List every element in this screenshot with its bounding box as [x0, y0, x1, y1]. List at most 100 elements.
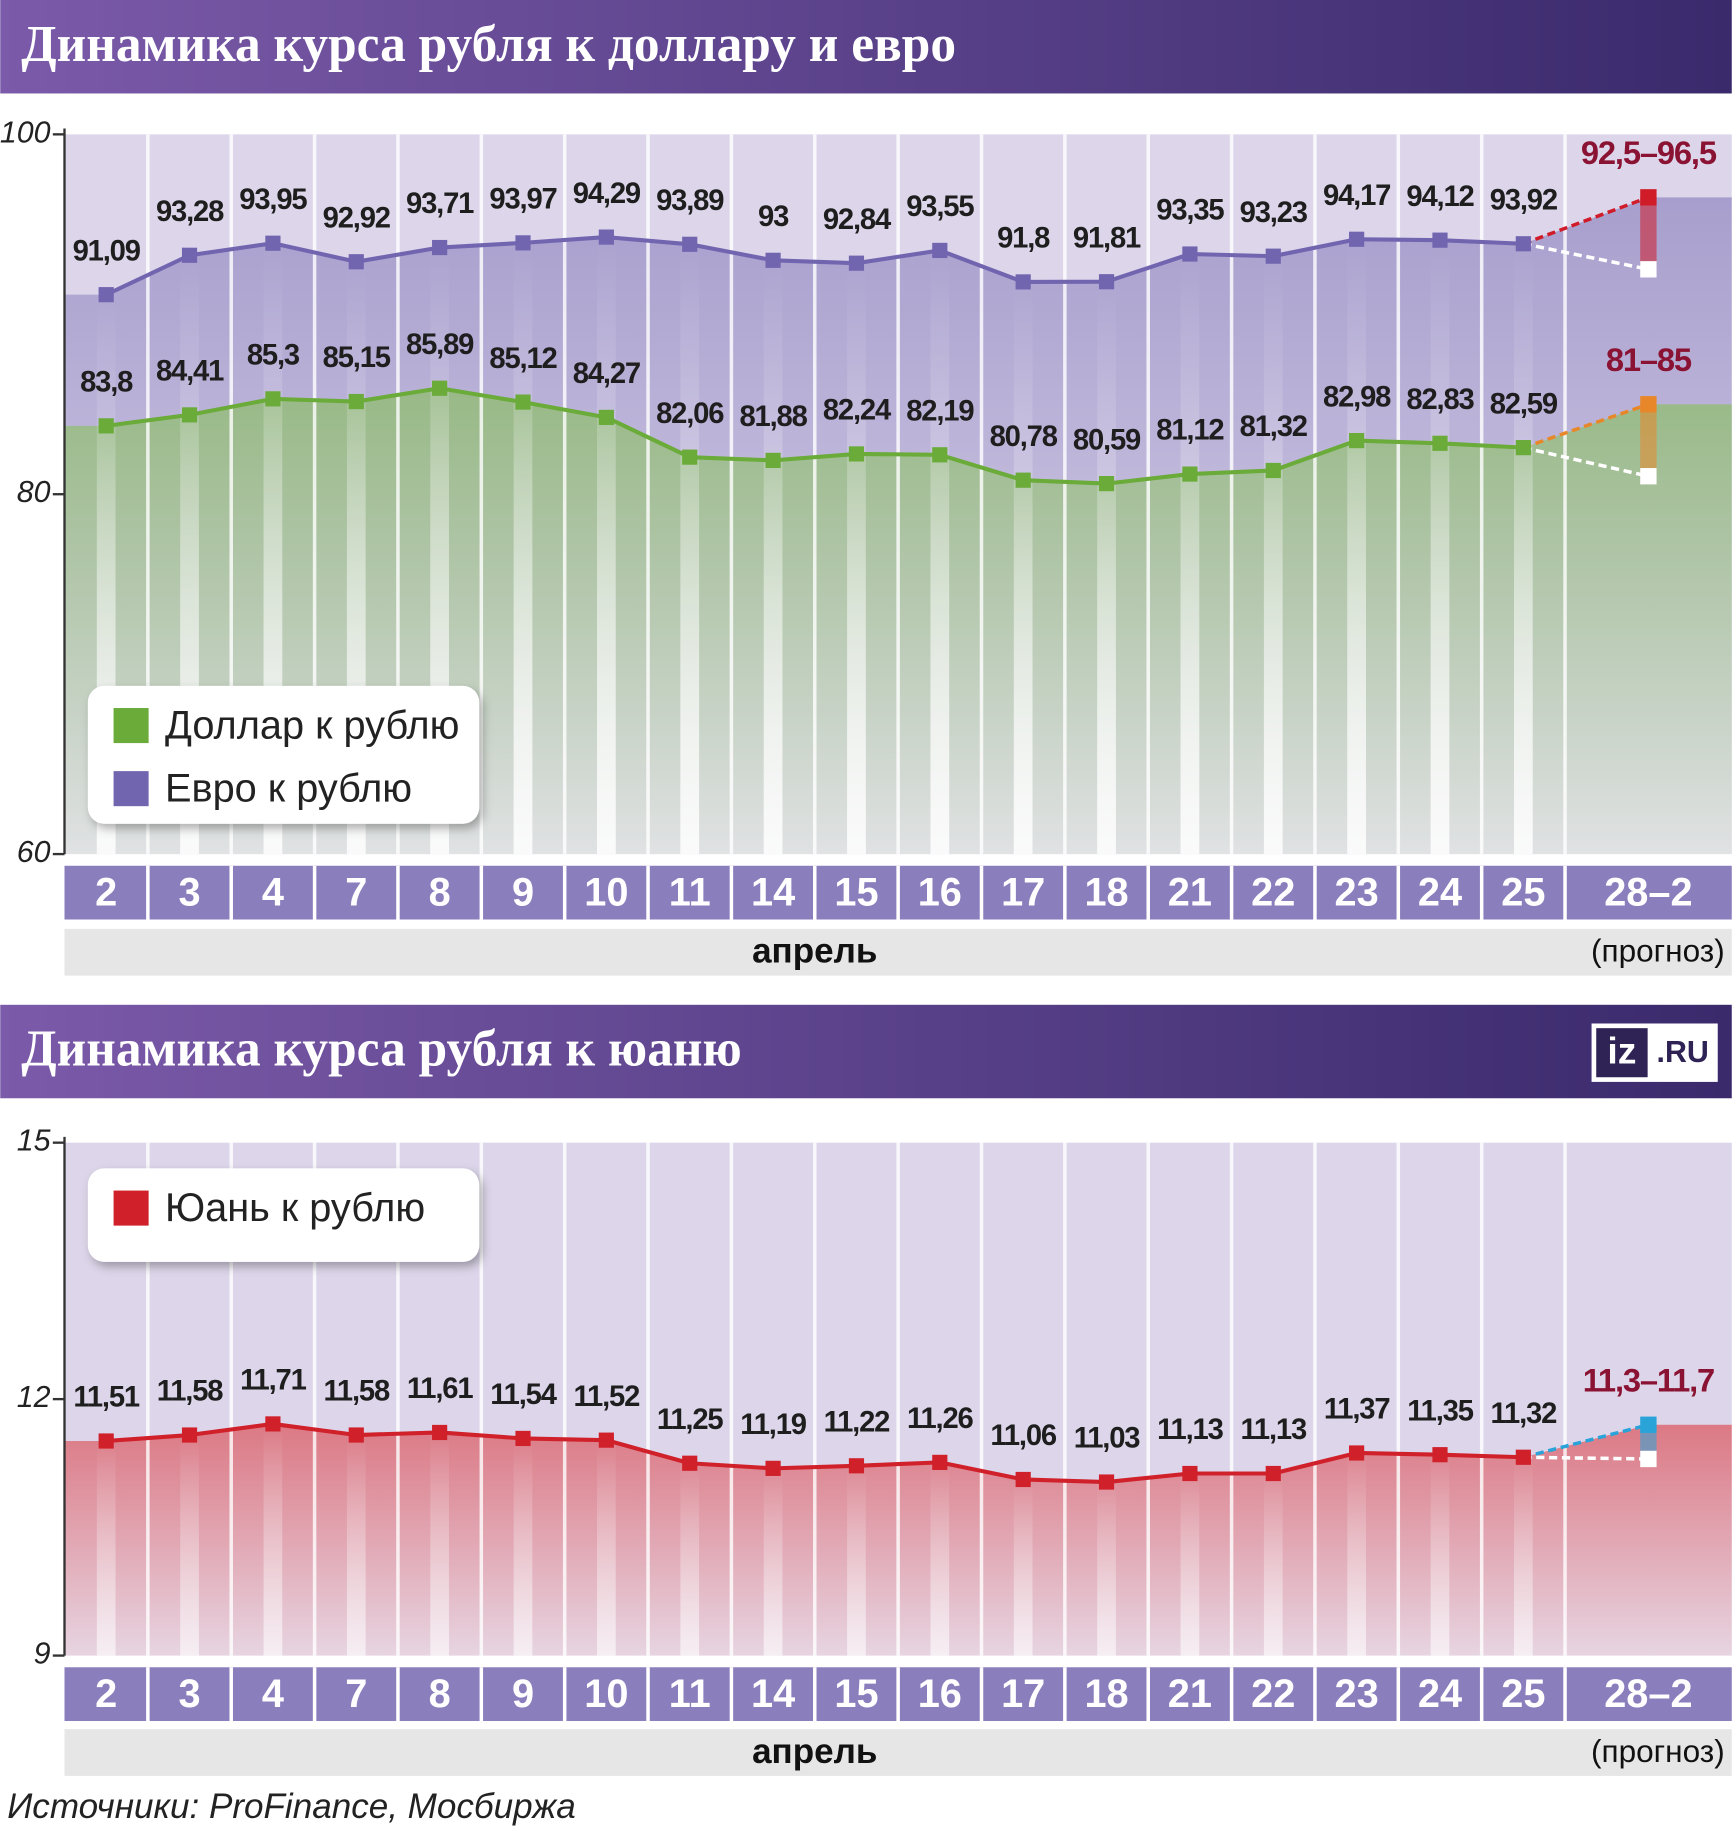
value-stripe: [680, 1463, 700, 1656]
value-label: 81,12: [1156, 415, 1224, 447]
value-label: 93,92: [1490, 184, 1558, 216]
value-label: 81,88: [739, 401, 807, 433]
logo-mark: [1596, 1028, 1648, 1078]
series-line: [106, 1421, 1524, 1485]
point-marker: [1349, 433, 1365, 449]
point-marker: [98, 418, 114, 434]
x-tick-label: 28–2: [1604, 1672, 1692, 1716]
value-label: 93,35: [1156, 195, 1224, 227]
value-stripe: [930, 1462, 950, 1656]
point-marker: [848, 255, 865, 271]
value-label: 92,84: [823, 204, 892, 236]
point-marker: [1349, 231, 1365, 247]
value-stripe: [180, 1435, 199, 1656]
forecast-range: [1640, 404, 1657, 477]
value-label: 94,17: [1323, 180, 1390, 212]
value-stripe: [1263, 256, 1283, 855]
forecast-low-marker: [1640, 1450, 1657, 1468]
value-label: 84,41: [156, 356, 224, 388]
value-label: 82,98: [1323, 381, 1391, 413]
value-stripe: [1430, 1454, 1450, 1656]
value-label: 93,55: [906, 191, 974, 223]
point-marker: [98, 1433, 114, 1449]
point-marker: [848, 446, 865, 462]
logo-right: .RU: [1657, 1036, 1709, 1069]
value-stripe: [680, 244, 700, 855]
point-marker: [932, 447, 948, 463]
value-label: 80,59: [1073, 424, 1141, 456]
point-marker: [765, 252, 781, 268]
point-marker: [1265, 462, 1281, 479]
point-marker: [1182, 466, 1198, 482]
x-tick-label: 15: [834, 1672, 878, 1716]
value-label: 93,28: [156, 196, 224, 228]
value-label: 11,03: [1074, 1423, 1141, 1455]
value-label: 11,26: [907, 1403, 974, 1435]
point-marker: [1432, 232, 1448, 248]
x-tick-label: 2: [95, 1672, 117, 1716]
value-label: 91,8: [997, 223, 1050, 255]
value-stripe: [1347, 239, 1366, 855]
value-label: 11,13: [1157, 1414, 1224, 1446]
chart-title: Динамика курса рубля к юаню: [21, 1021, 742, 1078]
forecast-label: 11,3–11,7: [1583, 1361, 1714, 1398]
x-tick-label: 3: [178, 1672, 200, 1716]
value-label: 11,54: [490, 1379, 558, 1411]
point-marker: [181, 407, 198, 423]
value-label: 85,12: [489, 343, 557, 375]
logo-left: iz: [1607, 1030, 1636, 1072]
x-tick-label: 25: [1501, 1672, 1545, 1716]
x-tick-label: 17: [1001, 870, 1045, 914]
value-label: 81,32: [1240, 411, 1308, 443]
point-marker: [1515, 236, 1531, 252]
y-tick-label: 9: [34, 1638, 51, 1671]
point-marker: [1265, 1465, 1281, 1482]
point-marker: [1515, 1449, 1531, 1465]
y-tick-label: 12: [17, 1381, 51, 1414]
value-stripe: [1263, 1473, 1283, 1656]
x-tick-label: 8: [429, 1672, 451, 1716]
forecast-note: (прогноз): [1591, 933, 1725, 969]
value-stripe: [96, 1441, 116, 1656]
logo: iz .RU: [1591, 1023, 1718, 1082]
value-label: 92,92: [323, 202, 391, 234]
series-line: [105, 235, 1524, 297]
legend-label: Юань к рублю: [165, 1186, 425, 1230]
value-label: 11,71: [240, 1365, 307, 1397]
point-marker: [1015, 1471, 1031, 1488]
value-stripe: [1514, 243, 1533, 855]
x-tick-label: 8: [429, 870, 451, 914]
point-marker: [432, 380, 448, 396]
value-stripe: [1430, 240, 1450, 855]
value-label: 11,32: [1491, 1398, 1558, 1430]
value-stripe: [763, 1468, 783, 1656]
value-label: 82,19: [906, 395, 974, 427]
value-label: 11,51: [73, 1382, 140, 1414]
x-tick-label: 11: [669, 1672, 711, 1716]
point-marker: [1432, 1447, 1448, 1463]
series-line: [105, 386, 1524, 486]
point-marker: [765, 452, 781, 468]
point-marker: [932, 242, 948, 259]
legend-label: Доллар к рублю: [165, 703, 459, 747]
value-label: 11,37: [1324, 1394, 1390, 1426]
value-label: 11,58: [323, 1376, 390, 1408]
forecast-high-marker: [1640, 1416, 1657, 1433]
value-label: 94,29: [573, 178, 641, 210]
chart-title: Динамика курса рубля к доллару и евро: [21, 16, 956, 73]
x-tick-label: 2: [95, 870, 117, 914]
x-tick-label: 17: [1001, 1672, 1045, 1716]
point-marker: [682, 449, 698, 465]
value-stripe: [763, 260, 783, 855]
point-marker: [181, 247, 198, 263]
point-marker: [1182, 246, 1198, 262]
value-label: 93,89: [656, 185, 724, 217]
point-marker: [1098, 476, 1115, 492]
point-marker: [1098, 274, 1115, 290]
point-marker: [348, 254, 364, 270]
x-tick-label: 21: [1168, 870, 1212, 914]
forecast-high-marker: [1640, 396, 1657, 413]
x-tick-label: 22: [1251, 1672, 1295, 1716]
x-tick-label: 21: [1168, 1672, 1212, 1716]
